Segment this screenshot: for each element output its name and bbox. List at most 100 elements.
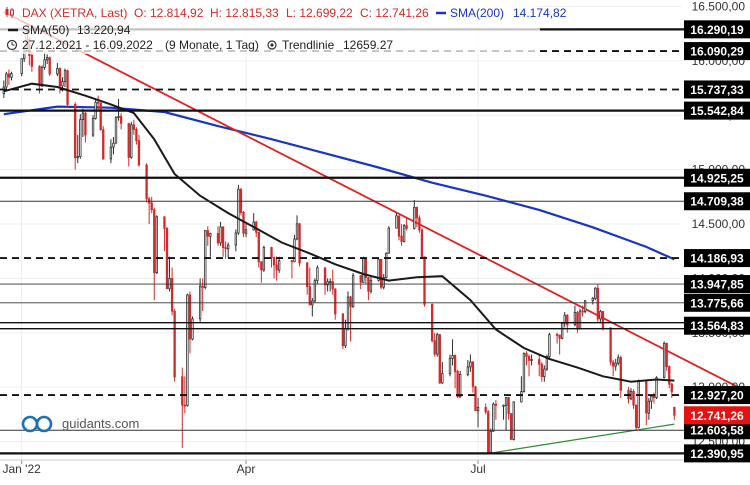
candle-body <box>295 223 299 240</box>
sma50-line <box>3 82 675 383</box>
level-label-text: 15.542,84 <box>690 104 744 118</box>
candle-body <box>306 262 309 288</box>
candle-body <box>510 413 513 440</box>
level-label-box <box>684 275 750 294</box>
level-label-text: 16.090,29 <box>690 45 744 59</box>
candle-body <box>387 227 390 254</box>
candle-body <box>540 363 543 377</box>
candle-body <box>351 275 355 308</box>
candle-body <box>290 260 294 263</box>
level-label-text: 12.390,95 <box>690 447 744 461</box>
candle-body <box>5 73 8 88</box>
candle-body <box>74 103 77 159</box>
level-label-box <box>684 101 750 120</box>
legend-open: O: 12.814,92 <box>134 6 204 20</box>
candle-body <box>96 101 100 104</box>
level-label-box <box>684 168 750 187</box>
candle-body <box>583 300 587 313</box>
candle-body <box>594 287 597 299</box>
candle-body <box>451 354 454 359</box>
candle-body <box>634 404 638 428</box>
candle-body <box>170 277 174 312</box>
candle-body <box>349 296 352 308</box>
candle-body <box>487 411 490 453</box>
candle-body <box>257 231 260 263</box>
candle-body <box>46 57 49 61</box>
level-label-box <box>684 192 750 211</box>
candle-body <box>558 334 561 339</box>
legend-date-range: 27.12.2021 - 16.09.2022 <box>22 38 153 52</box>
candle-body <box>538 359 541 365</box>
candle-body <box>119 115 123 124</box>
candle-body <box>168 277 171 290</box>
candle-body <box>448 357 452 374</box>
candle-body <box>573 312 577 326</box>
candle-body <box>668 366 671 385</box>
x-tick-label: Apr <box>237 462 256 476</box>
candle-body <box>543 368 546 377</box>
y-tick-label: 16.500,00 <box>692 0 746 14</box>
legend-sma200-value: 14.174,82 <box>513 6 567 20</box>
candle-body <box>441 373 444 384</box>
candle-body <box>484 407 487 413</box>
candle-body <box>38 65 41 87</box>
level-label-text: 14.925,25 <box>690 171 744 185</box>
candle-body <box>522 353 526 392</box>
candle-body <box>316 267 319 282</box>
candle-body <box>237 188 240 234</box>
level-label-text: 13.775,66 <box>690 296 744 310</box>
candle-body <box>601 310 605 329</box>
candle-body <box>502 404 505 407</box>
candle-body <box>328 281 332 284</box>
candle-body <box>576 312 579 330</box>
candle-body <box>581 310 584 313</box>
candle-body <box>153 209 156 274</box>
candle-body <box>145 164 148 200</box>
candle-body <box>520 391 523 403</box>
candle-body <box>362 257 365 283</box>
candle-body <box>545 356 549 370</box>
candle-body <box>334 288 337 315</box>
candle-body <box>155 216 158 274</box>
candle-body <box>150 202 153 211</box>
candle-body <box>614 362 617 367</box>
level-label-text: 15.737,33 <box>690 83 744 97</box>
legend-title: DAX (XETRA, Last) <box>22 6 127 20</box>
candle-body <box>331 281 334 290</box>
candle-body <box>272 257 276 266</box>
clock-icon <box>6 39 18 51</box>
candle-body <box>456 371 459 398</box>
candle-body <box>379 258 383 288</box>
candle-body <box>492 403 495 432</box>
candle-body <box>99 102 102 131</box>
trendline-bullet-icon <box>267 40 277 50</box>
candle-body <box>650 395 653 402</box>
level-label-box <box>684 20 750 39</box>
candle-body <box>591 297 594 302</box>
level-label-text: 16.290,19 <box>690 23 744 37</box>
last-price-text: 12.741,26 <box>690 409 744 423</box>
x-tick-label: Jan '22 <box>3 462 42 476</box>
level-label-box <box>684 316 750 335</box>
candle-body <box>112 142 115 148</box>
legend-sma50-label: SMA(50) <box>22 23 69 37</box>
candle-body <box>548 334 551 357</box>
level-label-text: 12.603,58 <box>690 424 744 438</box>
level-label-layer: 16.290,19 16.090,29 15.737,33 15.542,84 14.9… <box>684 20 750 463</box>
candle-body <box>323 267 327 286</box>
candle-body <box>652 395 656 398</box>
candle-body <box>163 216 166 229</box>
candle-body <box>165 227 169 290</box>
candle-body <box>209 233 212 237</box>
candle-body <box>206 230 209 237</box>
level-label-text: 13.564,83 <box>690 319 744 333</box>
legend-low: L: 12.699,22 <box>286 6 353 20</box>
candle-body <box>234 232 237 246</box>
candle-body <box>66 70 69 105</box>
candle-body <box>599 310 602 320</box>
level-label-box <box>684 421 750 440</box>
legend-sma200-label: SMA(200) <box>450 6 504 20</box>
candle-body <box>494 403 498 406</box>
